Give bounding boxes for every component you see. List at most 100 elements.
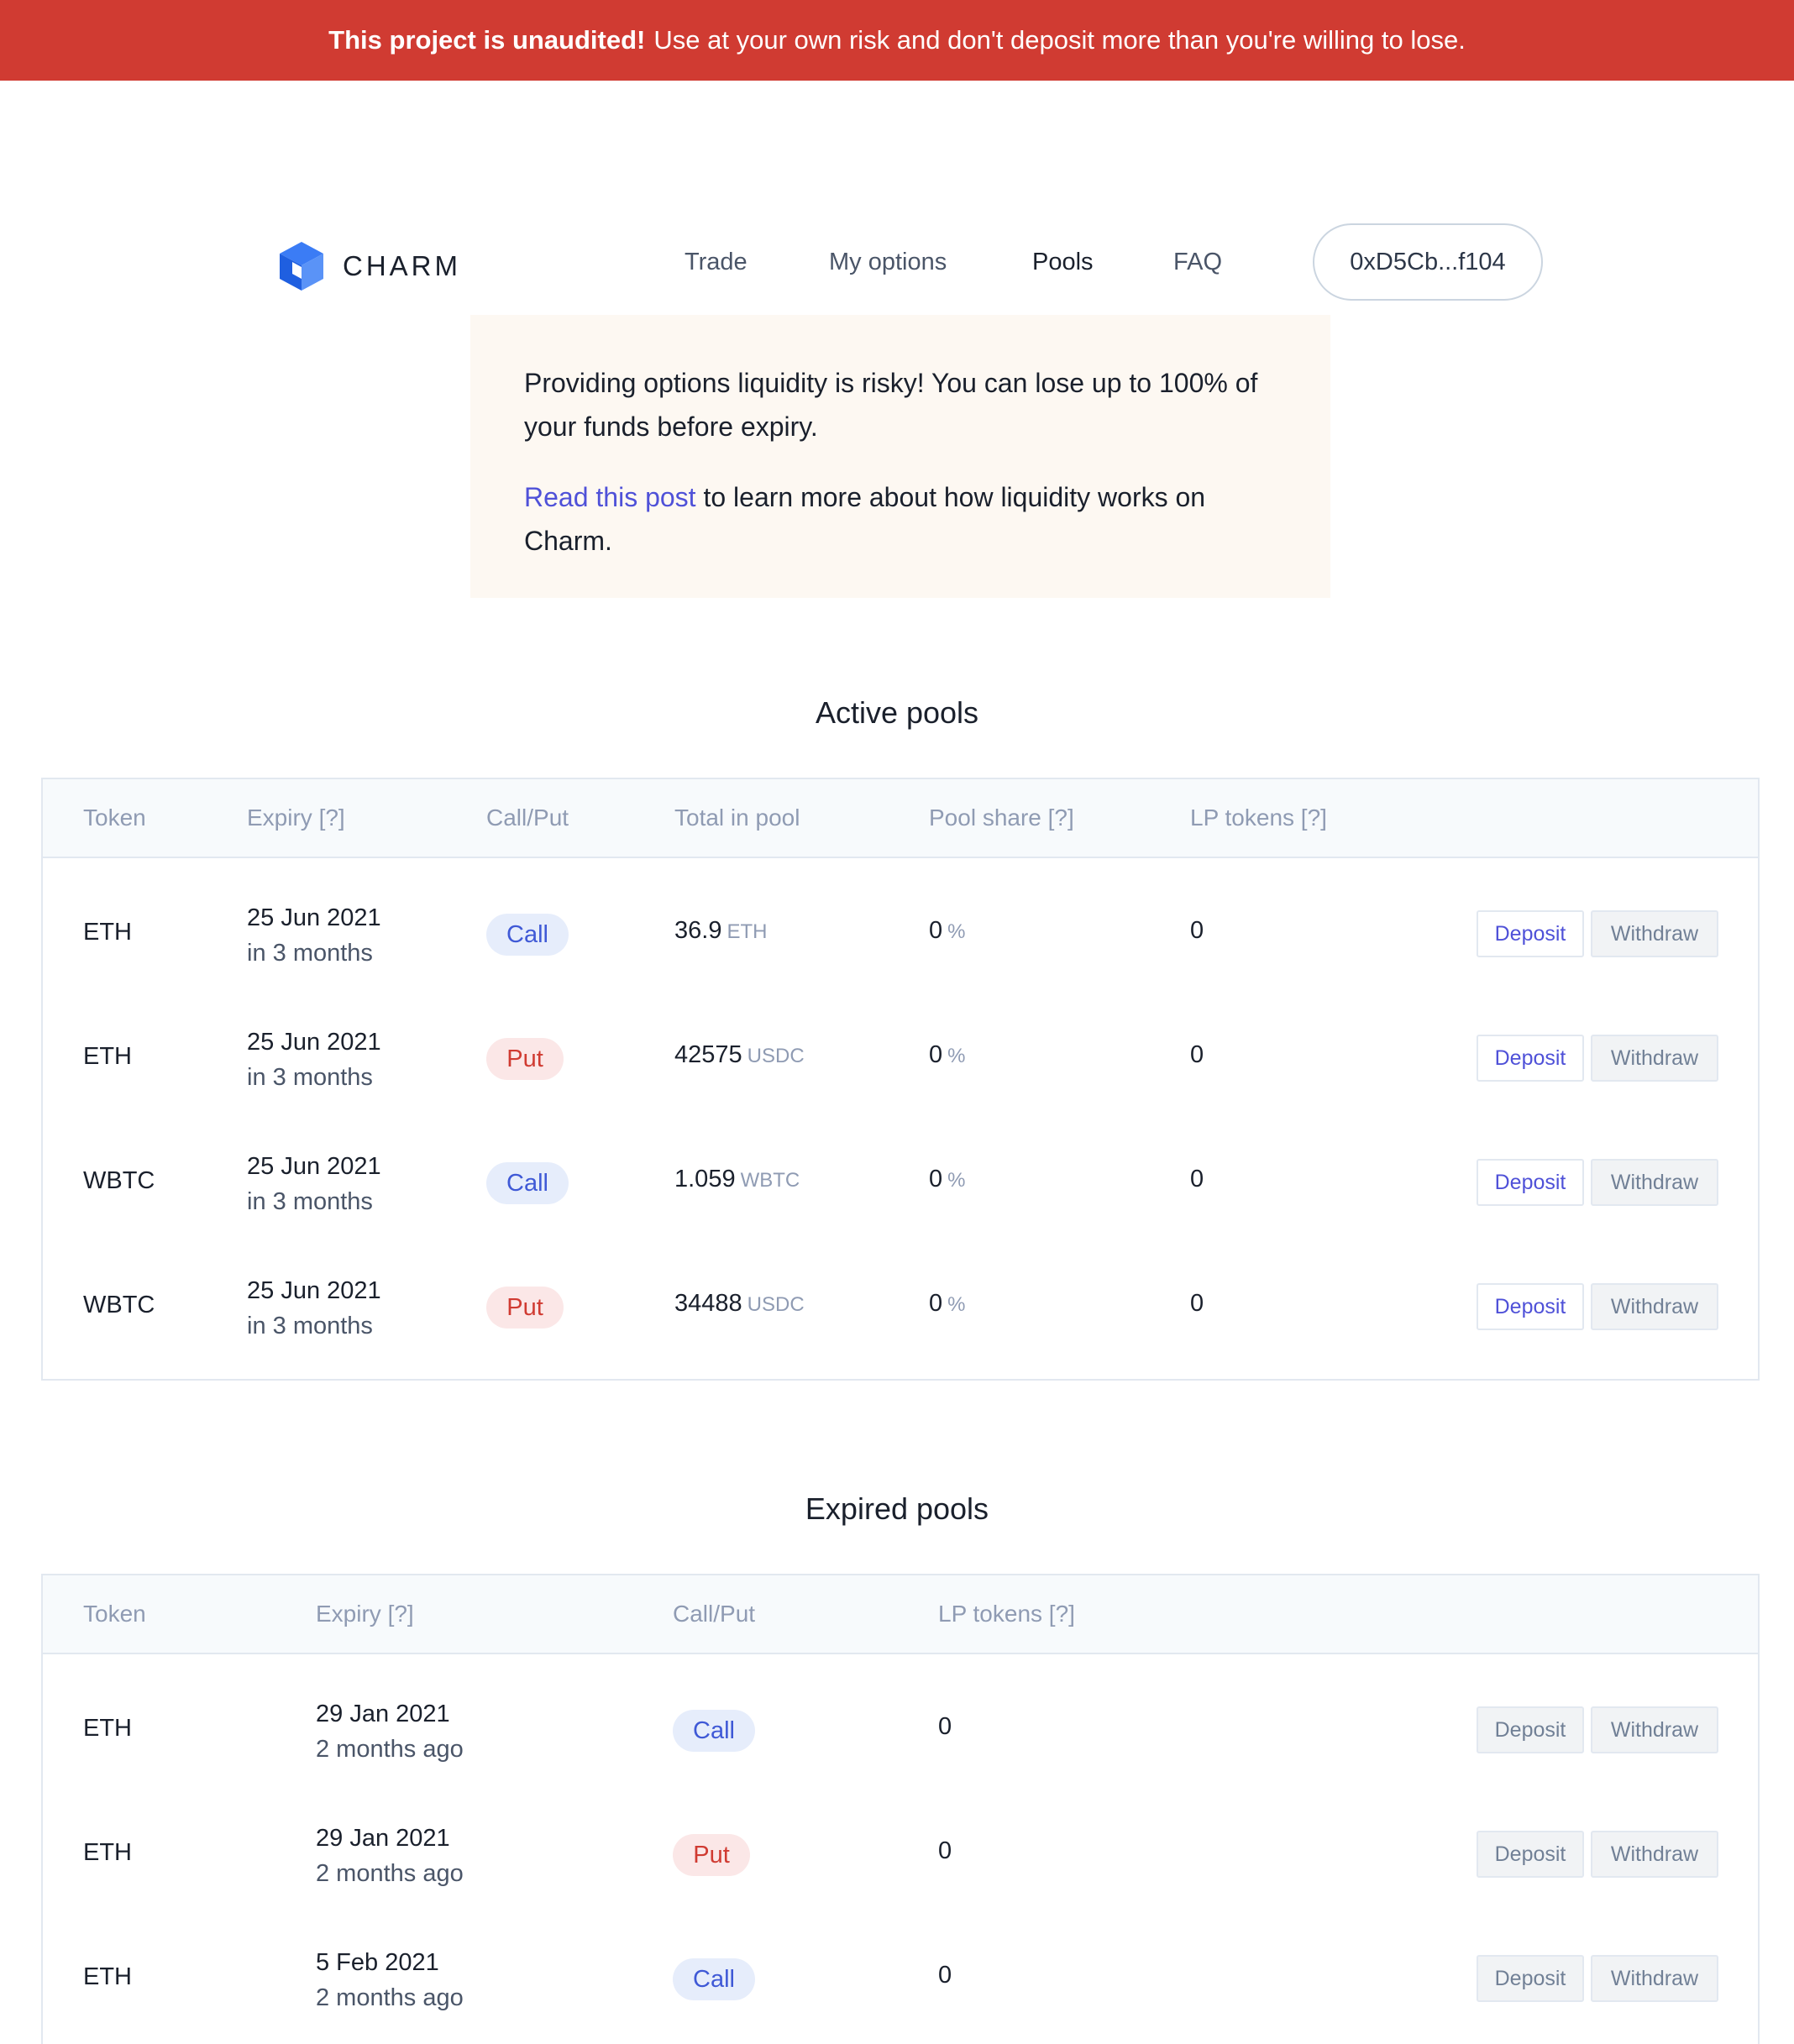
deposit-button[interactable]: Deposit <box>1477 1283 1584 1330</box>
header-call-put: Call/Put <box>673 1601 756 1627</box>
withdraw-button[interactable]: Withdraw <box>1591 910 1718 957</box>
pool-share-value: 0 <box>929 1166 943 1192</box>
expiry-cell: 25 Jun 2021 in 3 months <box>247 900 381 971</box>
table-row: ETH 29 Jan 2021 2 months ago Put 0 Depos… <box>43 1792 1758 1916</box>
top-nav: CHARM Trade My options Pools FAQ 0xD5Cb.… <box>0 81 1794 301</box>
deposit-button[interactable]: Deposit <box>1477 1035 1584 1082</box>
warning-banner-bold: This project is unaudited! <box>328 25 646 55</box>
token-cell: ETH <box>83 1043 132 1070</box>
expiry-cell: 25 Jun 2021 in 3 months <box>247 1025 381 1095</box>
lp-tokens-cell: 0 <box>1190 1290 1204 1317</box>
expiry-date: 29 Jan 2021 <box>316 1701 450 1727</box>
warning-banner: This project is unaudited! Use at your o… <box>0 0 1794 81</box>
expiry-relative: 2 months ago <box>316 1860 464 1887</box>
withdraw-button[interactable]: Withdraw <box>1591 1831 1718 1878</box>
pool-share-value: 0 <box>929 1041 943 1068</box>
wallet-address-button[interactable]: 0xD5Cb...f104 <box>1313 223 1543 301</box>
expiry-cell: 25 Jun 2021 in 3 months <box>247 1149 381 1219</box>
total-in-pool-cell: 34488 USDC <box>674 1290 805 1318</box>
table-row: WBTC 25 Jun 2021 in 3 months Call 1.059 W… <box>43 1120 1758 1245</box>
pool-share-unit: % <box>947 1169 966 1192</box>
expiry-date: 25 Jun 2021 <box>247 1029 381 1056</box>
pool-share-cell: 0% <box>929 917 965 945</box>
table-row: ETH 29 Jan 2021 2 months ago Call 0 Depo… <box>43 1668 1758 1792</box>
total-unit: USDC <box>747 1293 805 1316</box>
total-value: 1.059 <box>674 1166 736 1192</box>
lp-tokens-cell: 0 <box>938 1837 952 1864</box>
header-expiry[interactable]: Expiry [?] <box>316 1601 414 1627</box>
total-in-pool-cell: 1.059 WBTC <box>674 1166 800 1193</box>
expiry-date: 25 Jun 2021 <box>247 1153 381 1180</box>
header-lp-tokens[interactable]: LP tokens [?] <box>938 1601 1075 1627</box>
active-pools-title: Active pools <box>815 695 979 730</box>
call-badge: Call <box>486 1162 569 1204</box>
table-header: Token Expiry [?] Call/Put LP tokens [?] <box>43 1575 1758 1654</box>
header-expiry[interactable]: Expiry [?] <box>247 804 345 831</box>
pool-share-unit: % <box>947 920 966 943</box>
risk-notice: Providing options liquidity is risky! Yo… <box>470 315 1330 598</box>
total-value: 42575 <box>674 1041 742 1068</box>
total-value: 34488 <box>674 1290 742 1317</box>
expiry-relative: 2 months ago <box>316 1984 464 2011</box>
withdraw-button[interactable]: Withdraw <box>1591 1706 1718 1753</box>
table-header: Token Expiry [?] Call/Put Total in pool … <box>43 779 1758 858</box>
expiry-cell: 25 Jun 2021 in 3 months <box>247 1273 381 1344</box>
withdraw-button[interactable]: Withdraw <box>1591 1159 1718 1206</box>
risk-notice-text: Providing options liquidity is risky! Yo… <box>524 368 1258 442</box>
header-token: Token <box>83 1601 146 1627</box>
call-badge: Call <box>673 1958 755 2000</box>
lp-tokens-cell: 0 <box>938 1713 952 1740</box>
header-pool-share[interactable]: Pool share [?] <box>929 804 1074 831</box>
table-row: WBTC 25 Jun 2021 in 3 months Put 34488 US… <box>43 1245 1758 1369</box>
deposit-button[interactable]: Deposit <box>1477 910 1584 957</box>
token-cell: ETH <box>83 1839 132 1866</box>
nav-pools[interactable]: Pools <box>1032 249 1094 275</box>
nav-faq[interactable]: FAQ <box>1173 249 1223 275</box>
expiry-date: 29 Jan 2021 <box>316 1825 450 1852</box>
lp-tokens-cell: 0 <box>1190 1166 1204 1192</box>
lp-tokens-cell: 0 <box>1190 917 1204 944</box>
pool-share-unit: % <box>947 1045 966 1067</box>
deposit-button[interactable]: Deposit <box>1477 1831 1584 1878</box>
pool-share-value: 0 <box>929 917 943 944</box>
expiry-cell: 29 Jan 2021 2 months ago <box>316 1696 464 1767</box>
expiry-relative: in 3 months <box>247 1064 373 1091</box>
withdraw-button[interactable]: Withdraw <box>1591 1955 1718 2002</box>
header-token: Token <box>83 804 146 831</box>
expiry-relative: in 3 months <box>247 1188 373 1215</box>
expiry-cell: 29 Jan 2021 2 months ago <box>316 1821 464 1891</box>
token-cell: ETH <box>83 919 132 946</box>
token-cell: ETH <box>83 1963 132 1990</box>
total-unit: USDC <box>747 1045 805 1067</box>
nav-trade[interactable]: Trade <box>685 249 748 275</box>
deposit-button[interactable]: Deposit <box>1477 1955 1584 2002</box>
brand-name: CHARM <box>343 250 461 281</box>
put-badge: Put <box>673 1834 750 1876</box>
risk-notice-link-paragraph: Read this post to learn more about how l… <box>524 475 1277 563</box>
deposit-button[interactable]: Deposit <box>1477 1159 1584 1206</box>
lp-tokens-cell: 0 <box>938 1962 952 1989</box>
brand-logo[interactable]: CHARM <box>277 240 461 292</box>
expired-pools-table: Token Expiry [?] Call/Put LP tokens [?] … <box>41 1574 1760 2044</box>
put-badge: Put <box>486 1287 564 1329</box>
table-row: ETH 5 Feb 2021 2 months ago Call 0 Depos… <box>43 1916 1758 2041</box>
pool-share-cell: 0% <box>929 1290 965 1318</box>
active-pools-table: Token Expiry [?] Call/Put Total in pool … <box>41 778 1760 1381</box>
total-in-pool-cell: 36.9 ETH <box>674 917 767 945</box>
call-badge: Call <box>673 1710 755 1752</box>
withdraw-button[interactable]: Withdraw <box>1591 1035 1718 1082</box>
read-post-link[interactable]: Read this post <box>524 482 696 512</box>
warning-banner-text: Use at your own risk and don't deposit m… <box>653 25 1466 55</box>
deposit-button[interactable]: Deposit <box>1477 1706 1584 1753</box>
table-row: ETH 25 Jun 2021 in 3 months Put 42575 USD… <box>43 996 1758 1120</box>
withdraw-button[interactable]: Withdraw <box>1591 1283 1718 1330</box>
total-in-pool-cell: 42575 USDC <box>674 1041 805 1069</box>
total-unit: WBTC <box>740 1169 800 1192</box>
cube-logo-icon <box>280 242 323 291</box>
header-call-put: Call/Put <box>486 804 569 831</box>
header-lp-tokens[interactable]: LP tokens [?] <box>1190 804 1327 831</box>
total-unit: ETH <box>727 920 768 943</box>
expiry-cell: 5 Feb 2021 2 months ago <box>316 1945 464 2015</box>
token-cell: WBTC <box>83 1292 155 1318</box>
nav-my-options[interactable]: My options <box>829 249 947 275</box>
